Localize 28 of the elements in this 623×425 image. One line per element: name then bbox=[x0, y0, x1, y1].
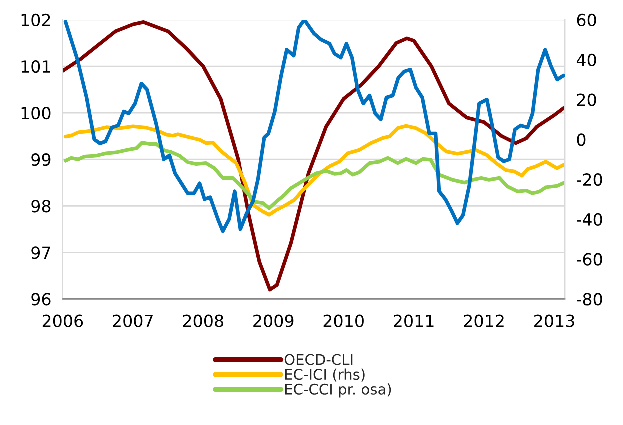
y2-tick-label: -80 bbox=[576, 293, 602, 306]
line-series bbox=[64, 141, 566, 210]
y-tick-label: 98 bbox=[32, 200, 51, 213]
y2-tick-label: 40 bbox=[576, 54, 596, 66]
x-tick-label: 2012 bbox=[464, 314, 504, 328]
y-tick-label: 99 bbox=[32, 154, 51, 166]
legend-label: EC-ICI (rhs) bbox=[286, 368, 365, 382]
y-tick-label: 102 bbox=[22, 14, 50, 27]
x-tick-label: 2010 bbox=[324, 314, 364, 328]
y-tick-label: 101 bbox=[22, 60, 50, 74]
x-tick-label: 2011 bbox=[394, 314, 434, 328]
legend-label: OECD-CLI bbox=[284, 354, 353, 366]
x-tick-label: 2008 bbox=[183, 314, 224, 328]
y2-tick-label: -20 bbox=[576, 173, 602, 186]
legend-label: EC-CCI pr. osa) bbox=[286, 384, 392, 398]
y2-tick-label: -60 bbox=[576, 253, 602, 266]
y-tick-label: 96 bbox=[32, 293, 51, 306]
y2-tick-label: 0 bbox=[577, 134, 586, 146]
x-tick-label: 2007 bbox=[113, 314, 153, 328]
line-series bbox=[64, 124, 566, 217]
x-tick-label: 2013 bbox=[534, 314, 574, 328]
y-tick-label: 97 bbox=[32, 246, 50, 260]
y2-tick-label: 60 bbox=[577, 14, 596, 27]
y2-tick-label: 20 bbox=[577, 94, 596, 106]
x-tick-label: 2006 bbox=[42, 314, 84, 328]
y-tick-label: 100 bbox=[22, 107, 51, 120]
y2-tick-label: -40 bbox=[576, 213, 602, 226]
x-tick-label: 2009 bbox=[254, 314, 294, 328]
